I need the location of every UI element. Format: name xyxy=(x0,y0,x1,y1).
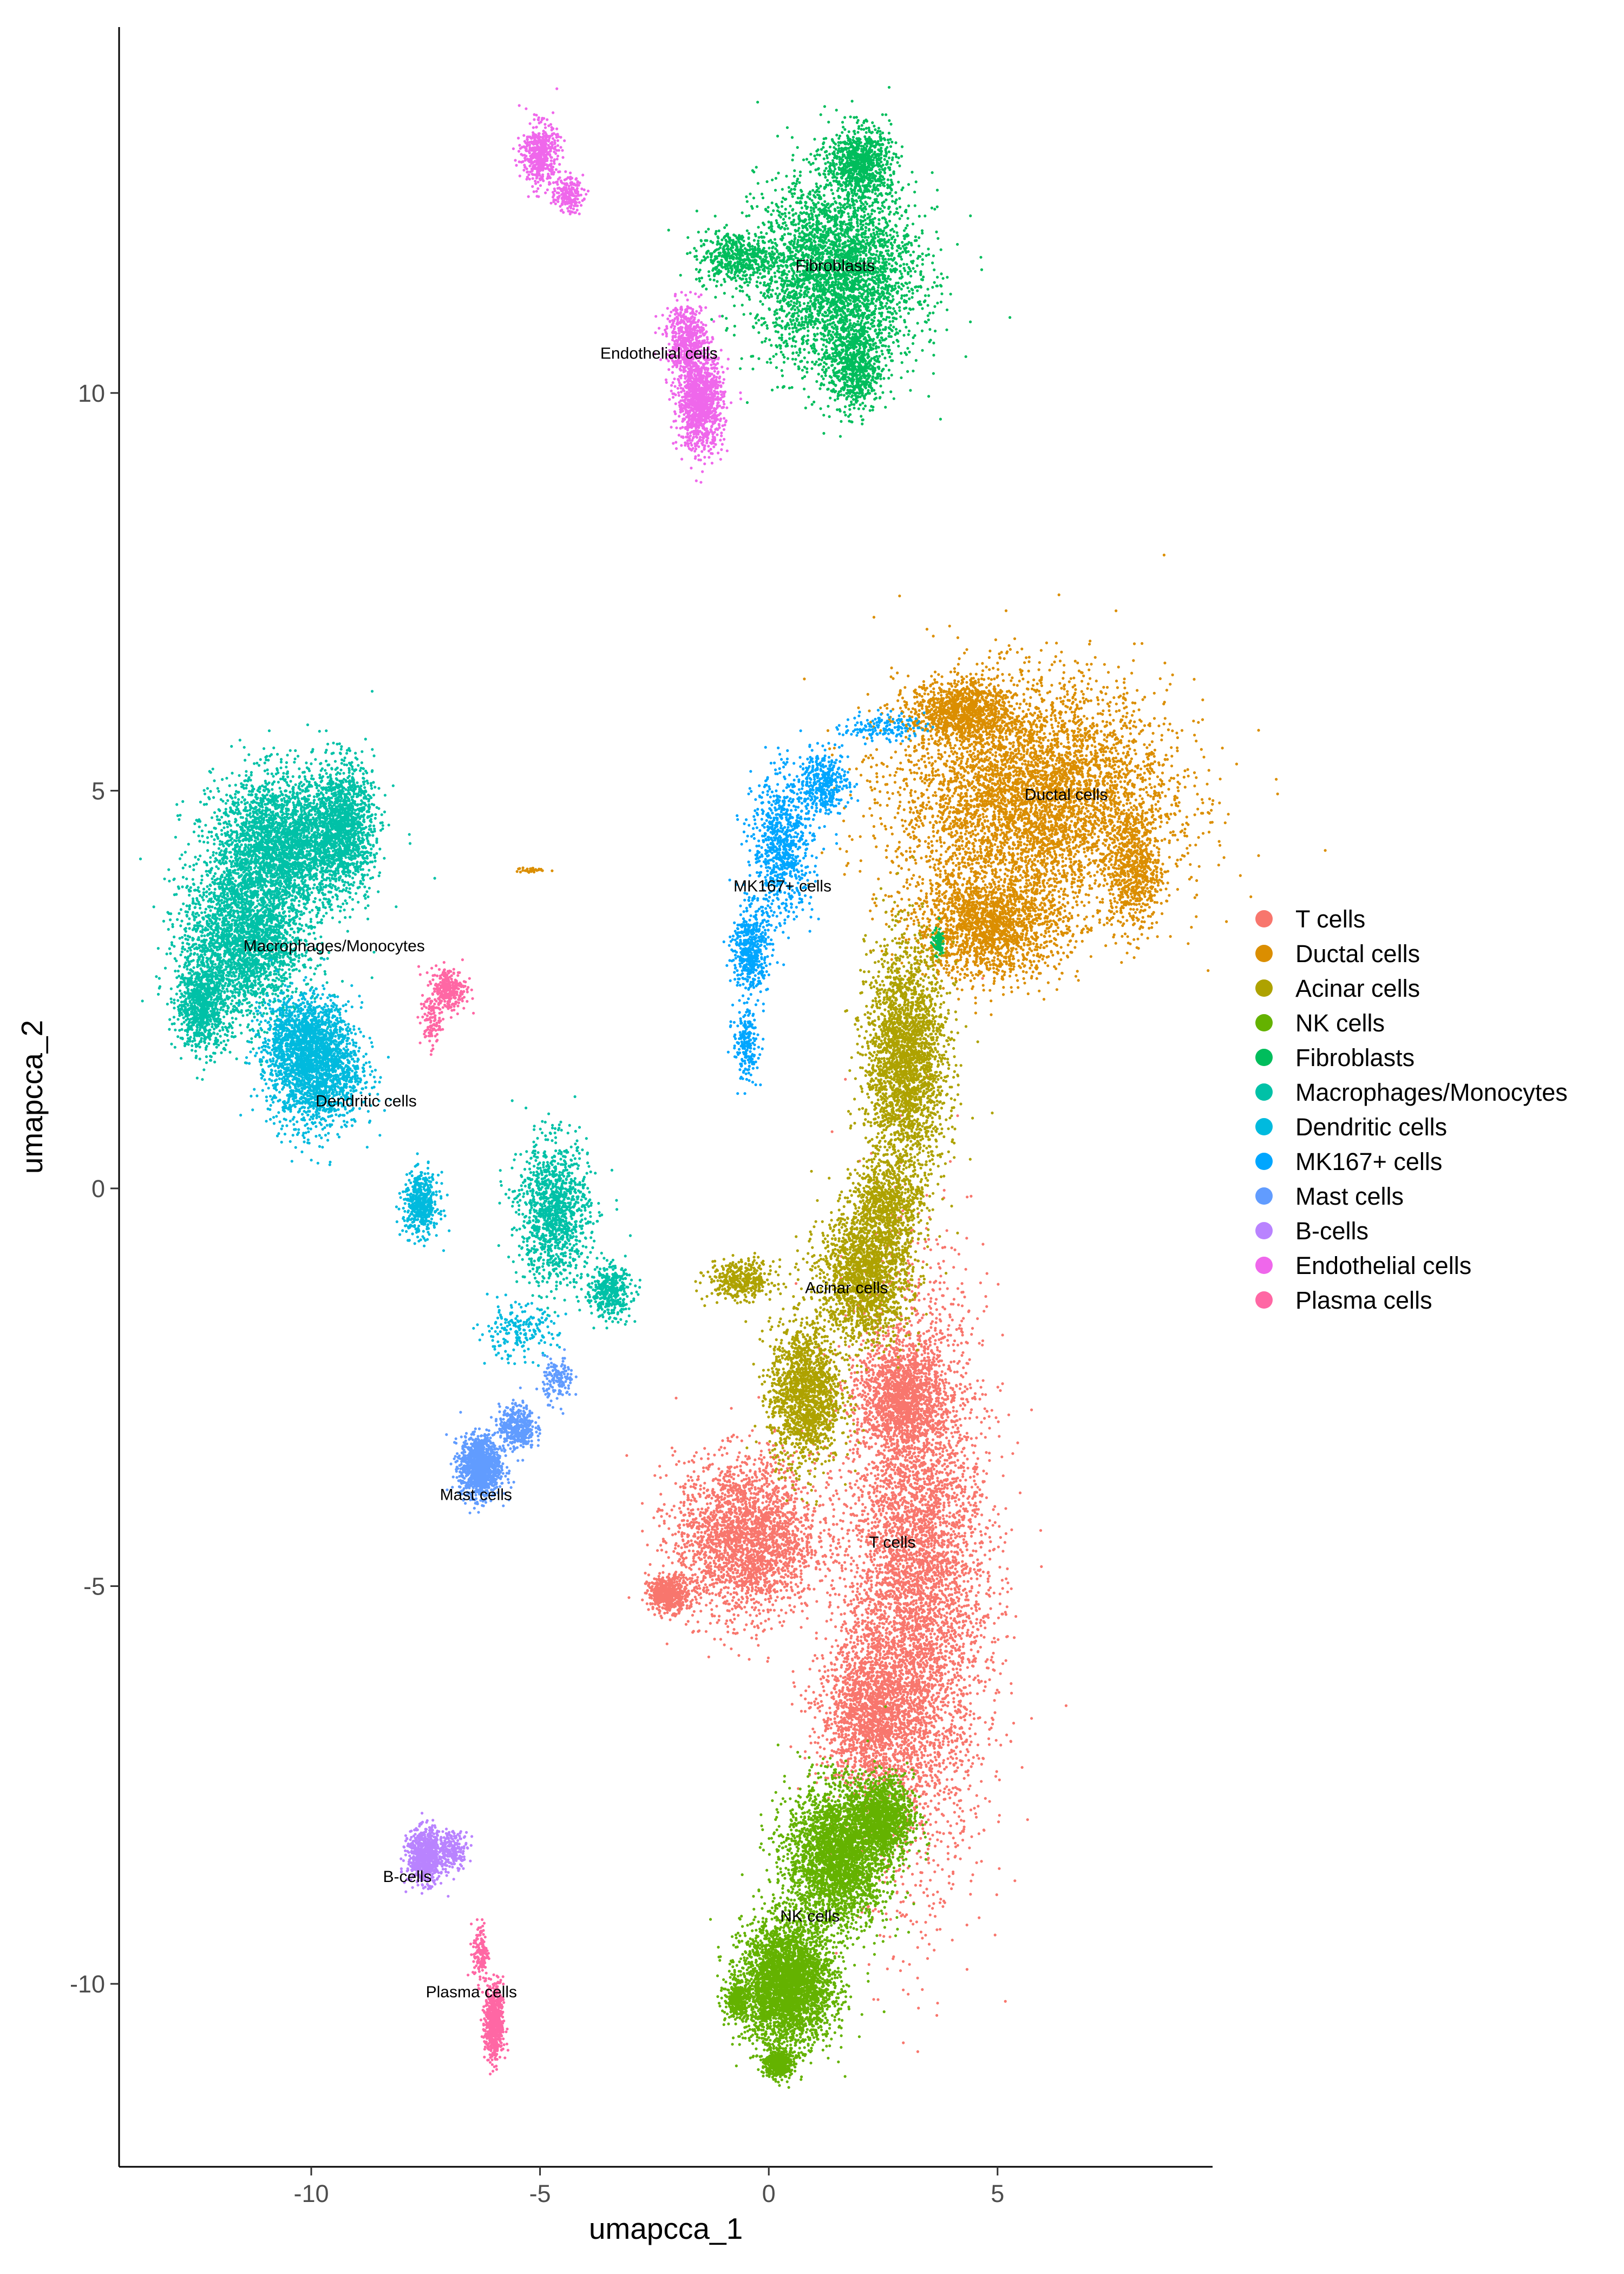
series-points-macrophages-monocytes xyxy=(139,690,641,1330)
legend-key xyxy=(1255,1014,1273,1031)
point-cloud xyxy=(515,553,1327,1016)
legend: T cells Ductal cells Acinar cells NK cells F… xyxy=(1255,905,1568,1314)
legend-label: NK cells xyxy=(1295,1009,1385,1037)
point-cloud xyxy=(667,86,1012,959)
legend-key xyxy=(1255,1049,1273,1066)
series-points-dendritic-cells xyxy=(238,958,567,1367)
point-cloud xyxy=(238,958,567,1367)
cluster-label: Ductal cells xyxy=(1025,786,1108,804)
cluster-labels: T cells Ductal cells Acinar cells NK cells F… xyxy=(244,257,1108,2001)
legend-label: Plasma cells xyxy=(1295,1286,1432,1314)
point-cloud xyxy=(722,709,934,1095)
y-tick-label: 5 xyxy=(91,777,105,805)
legend-label: Mast cells xyxy=(1295,1182,1404,1210)
point-cloud xyxy=(512,87,743,484)
legend-key xyxy=(1255,1291,1273,1309)
x-tick-label: 5 xyxy=(991,2180,1004,2207)
legend-key xyxy=(1255,1257,1273,1274)
cluster-label: Fibroblasts xyxy=(795,257,875,275)
legend-label: Macrophages/Monocytes xyxy=(1295,1079,1568,1106)
cluster-label: Dendritic cells xyxy=(316,1092,417,1110)
cluster-label: Plasma cells xyxy=(426,1983,517,2001)
series-points-acinar-cells xyxy=(694,855,994,1506)
legend-label: Endothelial cells xyxy=(1295,1252,1471,1279)
y-tick-label: -5 xyxy=(83,1573,105,1600)
cluster-label: T cells xyxy=(869,1534,915,1552)
cluster-label: Mast cells xyxy=(440,1486,512,1504)
cluster-label: Acinar cells xyxy=(805,1279,888,1297)
legend-label: Ductal cells xyxy=(1295,940,1420,968)
legend-key xyxy=(1255,1118,1273,1135)
series-points-plasma-cells xyxy=(416,958,509,2076)
legend-label: B-cells xyxy=(1295,1217,1368,1245)
cluster-label: NK cells xyxy=(780,1907,840,1925)
legend-key xyxy=(1255,945,1273,962)
legend-label: MK167+ cells xyxy=(1295,1148,1442,1175)
point-cloud xyxy=(694,855,994,1506)
point-cloud xyxy=(445,1348,578,1514)
series-points-ductal-cells xyxy=(515,553,1327,1016)
point-cloud xyxy=(625,977,1068,2053)
legend-label: Fibroblasts xyxy=(1295,1044,1415,1071)
point-cloud xyxy=(416,958,509,2076)
axes xyxy=(118,27,1213,2168)
point-cloud xyxy=(139,690,641,1330)
series-points-mk167-cells xyxy=(722,709,934,1095)
legend-key xyxy=(1255,1187,1273,1205)
y-tick-label: 10 xyxy=(78,380,105,407)
cluster-label: Endothelial cells xyxy=(600,344,718,362)
y-tick-label: -10 xyxy=(70,1970,105,1998)
point-cloud xyxy=(709,1705,931,2089)
x-tick-label: 0 xyxy=(762,2180,776,2207)
cluster-label: Macrophages/Monocytes xyxy=(244,937,425,955)
cluster-label: B-cells xyxy=(383,1868,431,1886)
points-layer xyxy=(139,86,1327,2089)
series-points-nk-cells xyxy=(709,1705,931,2089)
x-axis-title: umapcca_1 xyxy=(589,2212,743,2245)
series-points-mast-cells xyxy=(445,1348,578,1514)
legend-key xyxy=(1255,1222,1273,1239)
x-tick-label: -10 xyxy=(293,2180,329,2207)
legend-label: Dendritic cells xyxy=(1295,1113,1447,1141)
legend-label: Acinar cells xyxy=(1295,975,1420,1002)
series-points-b-cells xyxy=(400,1812,474,1898)
series-points-endothelial-cells xyxy=(512,87,743,484)
cluster-label: MK167+ cells xyxy=(734,878,831,896)
legend-key xyxy=(1255,910,1273,927)
axis-ticks: -10 -5 0 5 -10 -5 0 5 10 xyxy=(70,380,1004,2207)
legend-key xyxy=(1255,1083,1273,1101)
point-cloud xyxy=(400,1812,474,1898)
series-points-fibroblasts xyxy=(667,86,1012,959)
legend-label: T cells xyxy=(1295,905,1365,933)
y-tick-label: 0 xyxy=(91,1175,105,1203)
y-axis-title: umapcca_2 xyxy=(15,1020,49,1174)
legend-key xyxy=(1255,1153,1273,1170)
series-points-t-cells xyxy=(625,977,1068,2053)
x-tick-label: -5 xyxy=(529,2180,551,2207)
legend-key xyxy=(1255,979,1273,997)
